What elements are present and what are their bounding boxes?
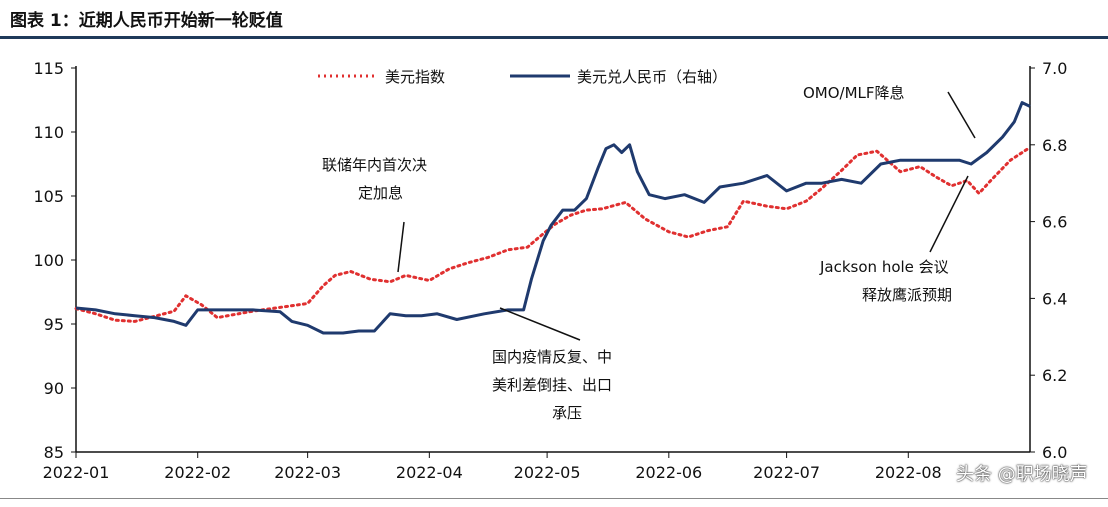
title-divider bbox=[0, 36, 1108, 39]
x-tick-label: 2022-02 bbox=[164, 463, 231, 482]
right-tick-label: 6.4 bbox=[1042, 289, 1067, 308]
right-tick-label: 6.2 bbox=[1042, 366, 1067, 385]
series-line-dxy bbox=[74, 145, 1032, 323]
annotation-china-line3: 承压 bbox=[552, 404, 582, 422]
annotation-jackson-line1: Jackson hole 会议 bbox=[819, 258, 949, 276]
x-tick-label: 2022-04 bbox=[396, 463, 463, 482]
right-tick-label: 6.6 bbox=[1042, 213, 1067, 232]
annotation-omo: OMO/MLF降息 bbox=[803, 84, 905, 102]
left-tick-label: 95 bbox=[44, 315, 64, 334]
annotation-china-line2: 美利差倒挂、出口 bbox=[492, 376, 612, 394]
left-tick-label: 90 bbox=[44, 379, 64, 398]
left-tick-label: 115 bbox=[33, 59, 64, 78]
legend-label-dxy: 美元指数 bbox=[385, 68, 445, 86]
annotation-fed-line2: 定加息 bbox=[358, 184, 403, 202]
annotation-china-line1: 国内疫情反复、中 bbox=[492, 348, 612, 366]
series-line-usdcny bbox=[75, 101, 1031, 335]
right-tick-label: 6.0 bbox=[1042, 443, 1067, 462]
x-tick-label: 2022-08 bbox=[875, 463, 942, 482]
annotation-china-pointer bbox=[499, 307, 581, 341]
x-tick-label: 2022-05 bbox=[514, 463, 581, 482]
bottom-divider bbox=[0, 498, 1108, 499]
annotation-fed-line1: 联储年内首次决 bbox=[322, 156, 427, 174]
x-tick-label: 2022-03 bbox=[274, 463, 341, 482]
left-tick-label: 100 bbox=[33, 251, 64, 270]
legend: 美元指数 美元兑人民币（右轴） bbox=[318, 68, 727, 86]
right-tick-label: 6.8 bbox=[1042, 136, 1067, 155]
x-tick-label: 2022-06 bbox=[635, 463, 702, 482]
watermark: 头条 @职场晓声 bbox=[956, 464, 1088, 485]
annotation-fed-pointer bbox=[397, 221, 405, 273]
annotation-omo-pointer bbox=[947, 91, 976, 139]
x-tick-label: 2022-07 bbox=[753, 463, 820, 482]
x-tick-label: 2022-01 bbox=[43, 463, 110, 482]
left-tick-label: 85 bbox=[44, 443, 64, 462]
left-tick-label: 105 bbox=[33, 187, 64, 206]
annotation-jackson-pointer bbox=[929, 175, 969, 253]
chart-title: 图表 1：近期人民币开始新一轮贬值 bbox=[10, 11, 283, 31]
legend-label-cny: 美元兑人民币（右轴） bbox=[577, 68, 727, 86]
left-tick-label: 110 bbox=[33, 123, 64, 142]
annotation-jackson-line2: 释放鹰派预期 bbox=[862, 286, 952, 304]
right-tick-label: 7.0 bbox=[1042, 59, 1067, 78]
